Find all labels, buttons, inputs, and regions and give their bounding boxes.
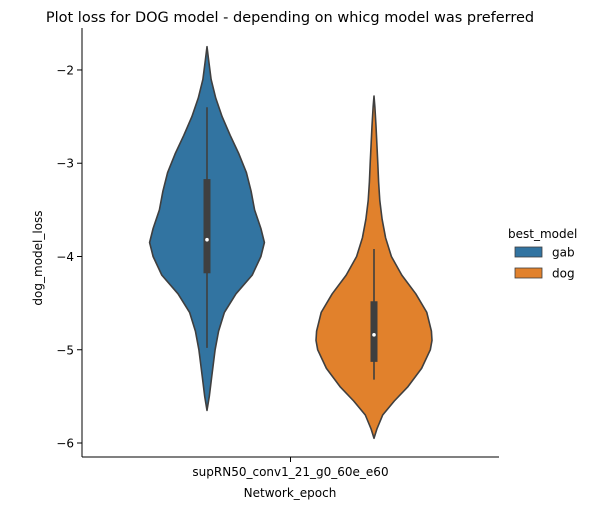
- y-axis-ticks: −6 −5 −4 −3 −2: [56, 63, 82, 451]
- violin-group: [148, 45, 433, 440]
- iqr-box-gab: [203, 179, 211, 274]
- x-axis-label: Network_epoch: [244, 486, 337, 500]
- y-tick-label: −4: [56, 250, 74, 264]
- y-tick-label: −2: [56, 63, 74, 77]
- legend-label-dog: dog: [552, 267, 575, 281]
- y-tick-label: −5: [56, 343, 74, 357]
- iqr-box-dog: [370, 301, 378, 362]
- x-axis-ticks: supRN50_conv1_21_g0_60e_e60: [192, 457, 389, 479]
- y-axis-label: dog_model_loss: [31, 210, 45, 305]
- legend-label-gab: gab: [552, 246, 575, 260]
- x-tick-label: supRN50_conv1_21_g0_60e_e60: [192, 465, 388, 479]
- legend-swatch-dog: [514, 267, 543, 279]
- legend-title: best_model: [508, 227, 577, 241]
- y-tick-label: −3: [56, 157, 74, 171]
- chart-title: Plot loss for DOG model - depending on w…: [46, 10, 534, 26]
- median-marker-dog: [372, 333, 376, 337]
- y-tick-label: −6: [56, 437, 74, 451]
- legend-swatch-gab: [514, 246, 543, 258]
- legend: best_model gab dog: [508, 227, 577, 281]
- median-marker-gab: [205, 237, 209, 242]
